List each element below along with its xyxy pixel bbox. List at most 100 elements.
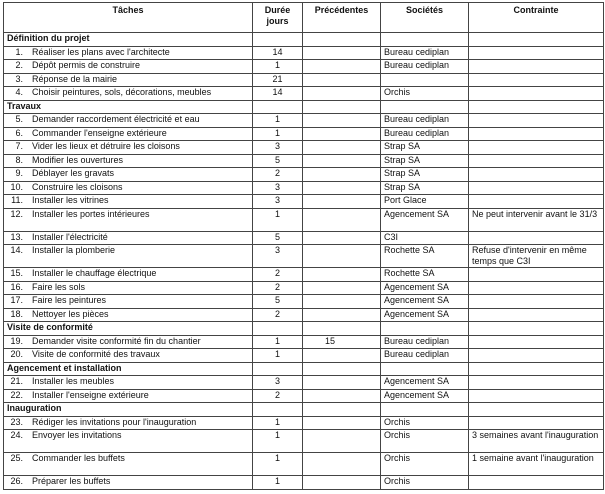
task-cell: 15. Installer le chauffage électrique <box>3 267 253 282</box>
task-label: Réponse de la mairie <box>32 73 118 84</box>
empty-cell <box>302 321 381 336</box>
empty-cell <box>468 32 604 47</box>
predecessors-cell <box>302 244 381 268</box>
section-row: Visite de conformité <box>3 321 604 336</box>
predecessors-cell <box>302 126 381 141</box>
task-cell: 7. Vider les lieux et détruire les cloiso… <box>3 140 253 155</box>
predecessors-cell <box>302 167 381 182</box>
duration-cell: 1 <box>252 415 303 430</box>
predecessors-cell <box>302 267 381 282</box>
constraint-cell <box>468 86 604 101</box>
company-cell: Strap SA <box>380 153 469 168</box>
section-title: Inauguration <box>3 402 253 417</box>
company-cell: Bureau cediplan <box>380 348 469 363</box>
predecessors-cell <box>302 140 381 155</box>
task-number: 8. <box>15 154 23 165</box>
task-cell: 21. Installer les meubles <box>3 375 253 390</box>
task-label: Nettoyer les pièces <box>32 308 109 319</box>
task-cell: 8. Modifier les ouvertures <box>3 153 253 168</box>
task-label: Installer le chauffage électrique <box>32 268 157 278</box>
company-cell: Orchis <box>380 452 469 476</box>
duration-cell: 5 <box>252 294 303 309</box>
task-label: Commander l'enseigne extérieure <box>32 127 167 138</box>
predecessors-cell <box>302 388 381 403</box>
predecessors-cell <box>302 207 381 232</box>
task-number: 26. <box>10 476 23 486</box>
task-number: 7. <box>15 141 23 151</box>
task-cell: 3. Réponse de la mairie <box>3 72 253 87</box>
task-label: Commander les buffets <box>32 453 125 464</box>
section-title: Définition du projet <box>3 32 253 47</box>
predecessors-cell <box>302 230 381 245</box>
task-label: Installer les vitrines <box>32 195 109 205</box>
task-cell: 13. Installer l'électricité <box>3 230 253 245</box>
task-number: 17. <box>10 295 23 305</box>
table-row: 10. Construire les cloisons 3 Strap SA <box>3 180 604 195</box>
empty-cell <box>468 361 604 376</box>
task-cell: 17. Faire les peintures <box>3 294 253 309</box>
constraint-cell <box>468 180 604 195</box>
table-row: 13. Installer l'électricité 5 C3I <box>3 230 604 245</box>
table-row: 14. Installer la plomberie 3 Rochette SA Ref… <box>3 244 604 268</box>
table-row: 19. Demander visite conformité fin du cha… <box>3 334 604 349</box>
task-label: Installer l'électricité <box>32 231 108 242</box>
table-row: 8. Modifier les ouvertures 5 Strap SA <box>3 153 604 168</box>
duration-cell: 1 <box>252 126 303 141</box>
task-number: 10. <box>10 181 23 192</box>
task-cell: 20. Visite de conformité des travaux <box>3 348 253 363</box>
header-row: Tâches Durée jours Précédentes Sociétés … <box>3 2 604 33</box>
predecessors-cell <box>302 86 381 101</box>
constraint-cell <box>468 167 604 182</box>
constraint-cell <box>468 230 604 245</box>
table-row: 18. Nettoyer les pièces 2 Agencement SA <box>3 307 604 322</box>
task-label: Préparer les buffets <box>32 476 111 486</box>
task-number: 25. <box>10 453 23 464</box>
table-row: 6. Commander l'enseigne extérieure 1 Bureau… <box>3 126 604 141</box>
duration-cell: 21 <box>252 72 303 87</box>
duration-cell: 1 <box>252 59 303 74</box>
company-cell: Agencement SA <box>380 375 469 390</box>
table-row: 15. Installer le chauffage électrique 2 Roc… <box>3 267 604 282</box>
empty-cell <box>302 402 381 417</box>
company-cell: Agencement SA <box>380 307 469 322</box>
task-label: Demander raccordement électricité et eau <box>32 114 200 124</box>
task-label: Réaliser les plans avec l'architecte <box>32 46 170 57</box>
header-contrainte: Contrainte <box>468 2 604 33</box>
task-label: Installer l'enseigne extérieure <box>32 389 149 400</box>
duration-cell: 5 <box>252 230 303 245</box>
task-number: 3. <box>15 73 23 84</box>
constraint-cell <box>468 126 604 141</box>
task-cell: 12. Installer les portes intérieures <box>3 207 253 232</box>
empty-cell <box>252 321 303 336</box>
task-cell: 18. Nettoyer les pièces <box>3 307 253 322</box>
table-row: 11. Installer les vitrines 3 Port Glace <box>3 194 604 209</box>
company-cell: Rochette SA <box>380 267 469 282</box>
header-precedentes: Précédentes <box>302 2 381 33</box>
company-cell: C3I <box>380 230 469 245</box>
section-row: Travaux <box>3 99 604 114</box>
section-title: Visite de conformité <box>3 321 253 336</box>
task-label: Vider les lieux et détruire les cloisons <box>32 141 180 151</box>
task-cell: 10. Construire les cloisons <box>3 180 253 195</box>
task-cell: 9. Déblayer les gravats <box>3 167 253 182</box>
section-row: Définition du projet <box>3 32 604 47</box>
empty-cell <box>468 99 604 114</box>
predecessors-cell: 15 <box>302 334 381 349</box>
constraint-cell <box>468 334 604 349</box>
table-row: 4. Choisir peintures, sols, décorations, … <box>3 86 604 101</box>
company-cell: Agencement SA <box>380 280 469 295</box>
task-cell: 24. Envoyer les invitations <box>3 429 253 453</box>
predecessors-cell <box>302 180 381 195</box>
company-cell: Port Glace <box>380 194 469 209</box>
header-taches: Tâches <box>3 2 253 33</box>
task-number: 14. <box>10 245 23 256</box>
header-duree: Durée jours <box>252 2 303 33</box>
empty-cell <box>252 402 303 417</box>
company-cell: Orchis <box>380 429 469 453</box>
constraint-cell <box>468 294 604 309</box>
constraint-cell <box>468 72 604 87</box>
constraint-cell <box>468 475 604 490</box>
empty-cell <box>380 402 469 417</box>
table-row: 2. Dépôt permis de construire 1 Bureau cedi… <box>3 59 604 74</box>
empty-cell <box>468 402 604 417</box>
